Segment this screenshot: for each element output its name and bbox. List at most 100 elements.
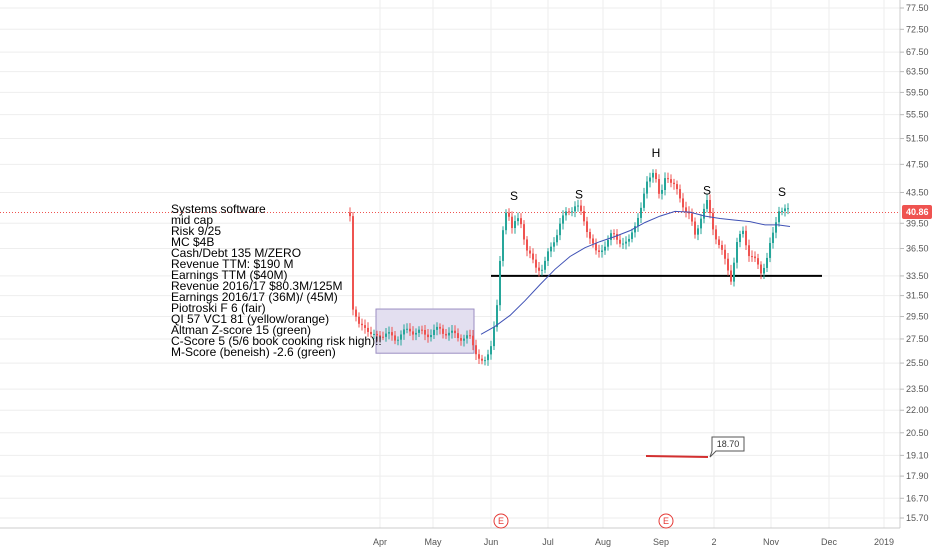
- candle-body: [616, 233, 618, 240]
- candle-body: [784, 208, 786, 212]
- candle-body: [349, 212, 351, 217]
- y-tick-label: 19.10: [906, 450, 929, 460]
- candle-body: [421, 329, 423, 331]
- candle-body: [739, 234, 741, 243]
- candles: [349, 169, 789, 366]
- y-tick-label: 33.50: [906, 271, 929, 281]
- price-axis[interactable]: 77.50 72.50 67.50 63.50 59.50 55.50 51.50 47.50…: [899, 0, 932, 550]
- x-tick-label: Jun: [484, 537, 499, 547]
- candle-body: [469, 335, 471, 337]
- candle-body: [520, 218, 522, 225]
- candle-body: [442, 328, 444, 334]
- earnings-marker: [658, 513, 674, 529]
- annotation-line: Revenue 2016/17 $80.3M/125M: [171, 279, 342, 293]
- y-tick-label: 55.50: [906, 110, 929, 120]
- price-callout-label: 18.70: [717, 439, 740, 449]
- candle-body: [733, 262, 735, 282]
- x-tick-label: Apr: [373, 537, 387, 547]
- y-tick-label: 22.00: [906, 405, 929, 415]
- candle-body: [370, 331, 372, 335]
- candle-body: [727, 258, 729, 271]
- x-tick-label: May: [424, 537, 442, 547]
- annotation-line: QI 57 VC1 81 (yellow/orange): [171, 312, 329, 326]
- candle-body: [646, 181, 648, 194]
- candle-body: [682, 198, 684, 208]
- candle-body: [766, 257, 768, 268]
- candle-body: [364, 325, 366, 328]
- candle-body: [412, 331, 414, 335]
- y-tick-label: 29.50: [906, 312, 929, 322]
- earnings-marker: [493, 513, 509, 529]
- candle-body: [637, 217, 639, 227]
- annotation-line: mid cap: [171, 213, 213, 227]
- candle-body: [730, 270, 732, 282]
- candle-body: [511, 216, 513, 229]
- candle-body: [697, 228, 699, 235]
- last-price-tag-text: 40.86: [906, 207, 929, 217]
- candle-body: [406, 328, 408, 330]
- y-tick-label: 20.50: [906, 428, 929, 438]
- candle-body: [463, 338, 465, 341]
- last-price-tag: 40.86: [902, 205, 932, 219]
- candle-body: [373, 333, 375, 335]
- earnings-marker-label: E: [498, 516, 504, 526]
- candle-body: [541, 269, 543, 271]
- y-tick-label: 51.50: [906, 134, 929, 144]
- y-tick-label: 25.50: [906, 358, 929, 368]
- candle-body: [544, 260, 546, 270]
- candle-body: [496, 305, 498, 328]
- candle-body: [601, 250, 603, 252]
- candle-body: [565, 211, 567, 216]
- y-tick-label: 43.50: [906, 187, 929, 197]
- candle-body: [436, 326, 438, 330]
- x-tick-label: 2019: [874, 537, 894, 547]
- candle-body: [418, 329, 420, 333]
- candle-body: [769, 243, 771, 258]
- candle-body: [622, 243, 624, 245]
- candle-body: [703, 208, 705, 219]
- candle-body: [562, 215, 564, 224]
- candle-body: [352, 216, 354, 310]
- candle-body: [634, 226, 636, 233]
- candle-body: [694, 221, 696, 235]
- candle-body: [709, 199, 711, 214]
- candle-body: [772, 232, 774, 244]
- annotation-line: Revenue TTM: $190 M: [171, 257, 294, 271]
- candle-body: [481, 358, 483, 361]
- candle-body: [604, 246, 606, 251]
- candle-body: [547, 251, 549, 261]
- annotation-line: M-Score (beneish) -2.6 (green): [171, 345, 336, 359]
- pattern-label: S: [510, 189, 518, 203]
- candle-body: [649, 177, 651, 182]
- candle-body: [457, 333, 459, 339]
- moving-average: [480, 210, 791, 335]
- candle-body: [778, 211, 780, 223]
- candle-body: [763, 267, 765, 274]
- candle-body: [391, 332, 393, 336]
- candle-body: [409, 328, 411, 332]
- candle-body: [721, 245, 723, 250]
- time-axis[interactable]: Apr May Jun Jul Aug Sep 2 Nov Dec 2019 E E: [0, 513, 900, 547]
- annotation-line: MC $4B: [171, 235, 214, 249]
- candle-body: [487, 354, 489, 361]
- y-tick-label: 77.50: [906, 3, 929, 13]
- candle-body: [673, 182, 675, 185]
- pattern-label: S: [778, 185, 786, 199]
- candle-body: [658, 179, 660, 194]
- candle-body: [538, 267, 540, 271]
- pattern-label: S: [575, 187, 583, 201]
- candle-body: [781, 211, 783, 213]
- candle-body: [625, 241, 627, 244]
- candle-body: [610, 233, 612, 240]
- candle-body: [619, 239, 621, 244]
- candle-body: [664, 178, 666, 190]
- candle-body: [754, 256, 756, 259]
- earnings-marker-label: E: [663, 516, 669, 526]
- candle-body: [751, 256, 753, 258]
- y-tick-label: 17.90: [906, 471, 929, 481]
- y-tick-label: 16.70: [906, 493, 929, 503]
- candle-body: [742, 230, 744, 235]
- candle-body: [385, 333, 387, 337]
